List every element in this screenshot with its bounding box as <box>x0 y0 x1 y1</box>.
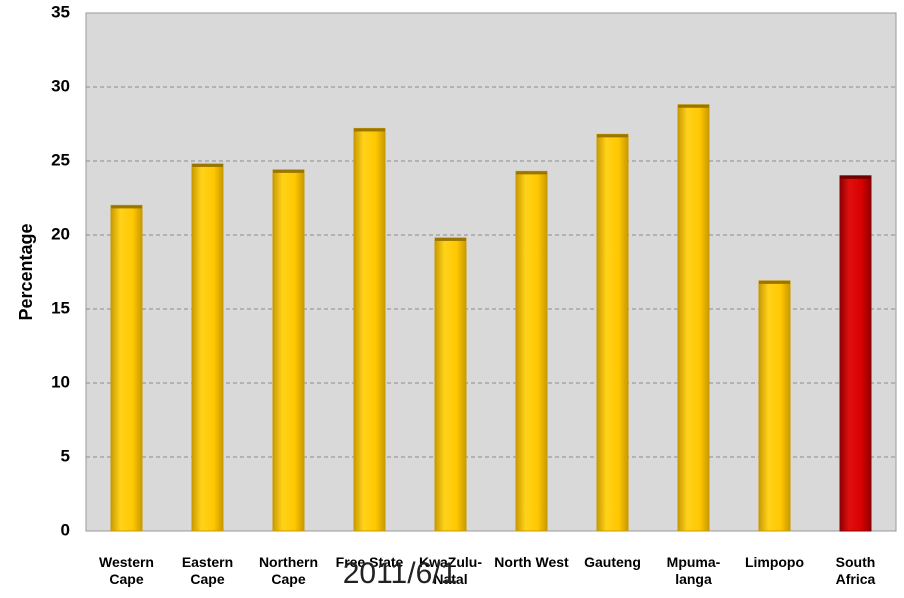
bar-top-edge <box>840 175 871 179</box>
bar-highlight <box>839 175 872 532</box>
x-tick-label: Northern Cape <box>259 554 318 587</box>
x-tick-label: Mpuma-langa <box>667 554 721 587</box>
y-tick-label: 5 <box>61 446 70 465</box>
bar-top-edge <box>435 237 466 241</box>
bar <box>596 133 629 532</box>
bar <box>191 163 224 532</box>
bar-top-edge <box>192 163 223 167</box>
date-watermark: 2011/6/1 <box>343 557 458 590</box>
x-tick-label-line: Cape <box>271 571 305 587</box>
x-tick-label: Western Cape <box>99 554 154 587</box>
x-tick-label-line: Cape <box>190 571 224 587</box>
bar-top-edge <box>354 128 385 132</box>
bar-top-edge <box>678 104 709 108</box>
bar-top-edge <box>597 134 628 138</box>
x-tick-label: Free State <box>336 554 404 570</box>
y-tick-label: 15 <box>51 298 70 317</box>
y-tick-label: 25 <box>51 150 70 169</box>
y-axis-ticks: 0 5 10 15 20 25 30 35 <box>51 2 70 539</box>
bar <box>353 127 386 532</box>
x-tick-label: North West <box>494 554 569 570</box>
x-tick-label-line: langa <box>675 571 712 587</box>
x-tick-label-line: Cape <box>109 571 143 587</box>
x-tick-label-line: Free State <box>336 554 404 570</box>
x-tick-label-line: Eastern <box>182 554 233 570</box>
bar-top-edge <box>759 280 790 284</box>
x-tick-label: KwaZulu-Natal <box>419 554 482 587</box>
x-tick-label-line: Western <box>99 554 154 570</box>
bar <box>758 280 791 532</box>
y-axis-label: Percentage <box>16 223 36 320</box>
y-tick-label: 20 <box>51 224 70 243</box>
x-tick-label: Limpopo <box>745 554 804 570</box>
x-tick-label-line: Mpuma- <box>667 554 721 570</box>
bar-top-edge <box>273 169 304 173</box>
y-tick-label: 30 <box>51 76 70 95</box>
x-tick-label-line: Limpopo <box>745 554 804 570</box>
bars <box>110 104 872 532</box>
x-tick-label-line: South <box>836 554 876 570</box>
x-tick-label-line: Natal <box>433 571 467 587</box>
x-tick-label-line: KwaZulu- <box>419 554 482 570</box>
x-tick-label-line: Northern <box>259 554 318 570</box>
x-tick-label: Gauteng <box>584 554 641 570</box>
x-tick-label-line: North West <box>494 554 569 570</box>
bar <box>515 170 548 532</box>
y-tick-label: 10 <box>51 372 70 391</box>
y-tick-label: 35 <box>51 2 70 21</box>
bar-top-edge <box>111 205 142 209</box>
bar <box>110 204 143 532</box>
bar <box>434 237 467 532</box>
bar <box>272 169 305 532</box>
x-tick-label-line: Gauteng <box>584 554 641 570</box>
y-tick-label: 0 <box>61 520 70 539</box>
x-tick-label: South Africa <box>836 554 876 587</box>
x-tick-label-line: Africa <box>836 571 876 587</box>
x-tick-label: Eastern Cape <box>182 554 233 587</box>
bar <box>677 104 710 532</box>
bar-top-edge <box>516 171 547 175</box>
